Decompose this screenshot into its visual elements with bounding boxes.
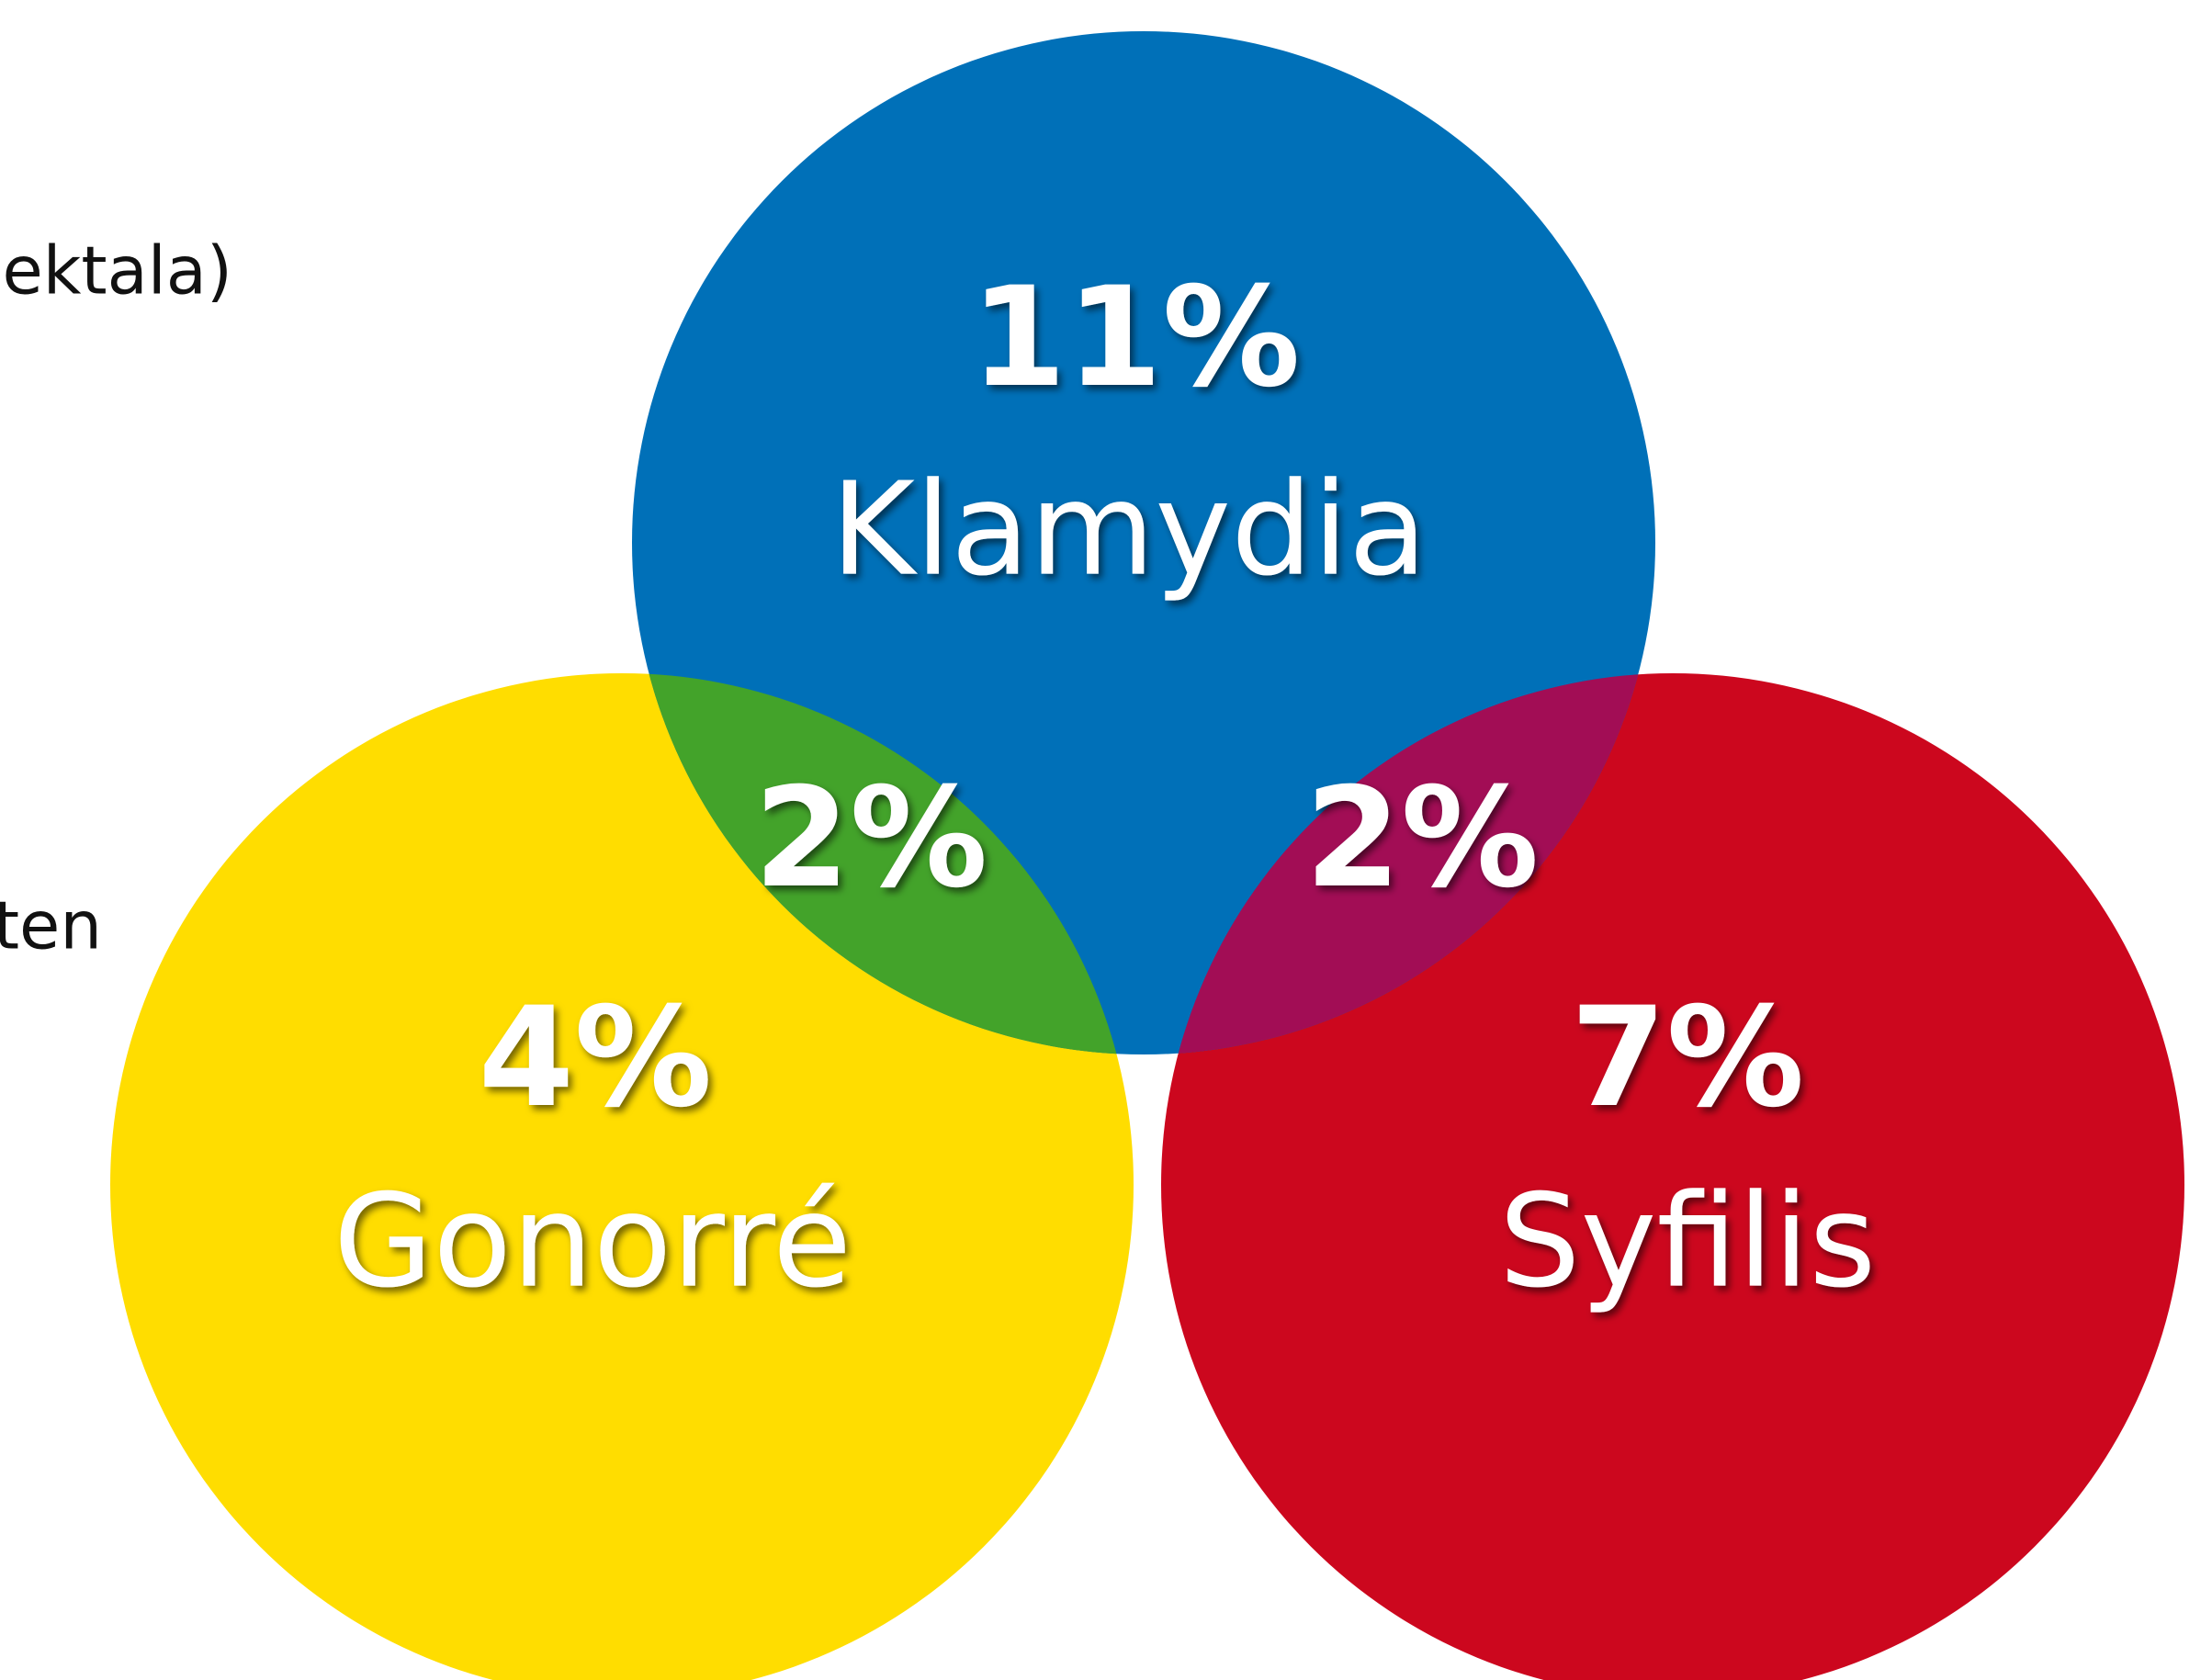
set-label: Klamydia	[830, 456, 1427, 605]
labels: 11% Klamydia 4% Gonorré 7% Syfilis 2% 2%	[333, 258, 1876, 1317]
set-value: 4%	[479, 978, 713, 1138]
overlap-value: 2%	[1305, 759, 1540, 919]
set-label: Gonorré	[333, 1167, 852, 1317]
overlap-klamydia-gonorre	[632, 673, 1134, 1054]
set-value: 11%	[970, 258, 1300, 418]
side-text: ten	[0, 887, 102, 964]
set-value: 7%	[1571, 978, 1805, 1138]
set-label: Syfilis	[1499, 1167, 1877, 1317]
overlap-klamydia-syfilis	[1161, 673, 1655, 1054]
side-text: ektala)	[2, 232, 232, 310]
overlap-value: 2%	[754, 759, 988, 919]
